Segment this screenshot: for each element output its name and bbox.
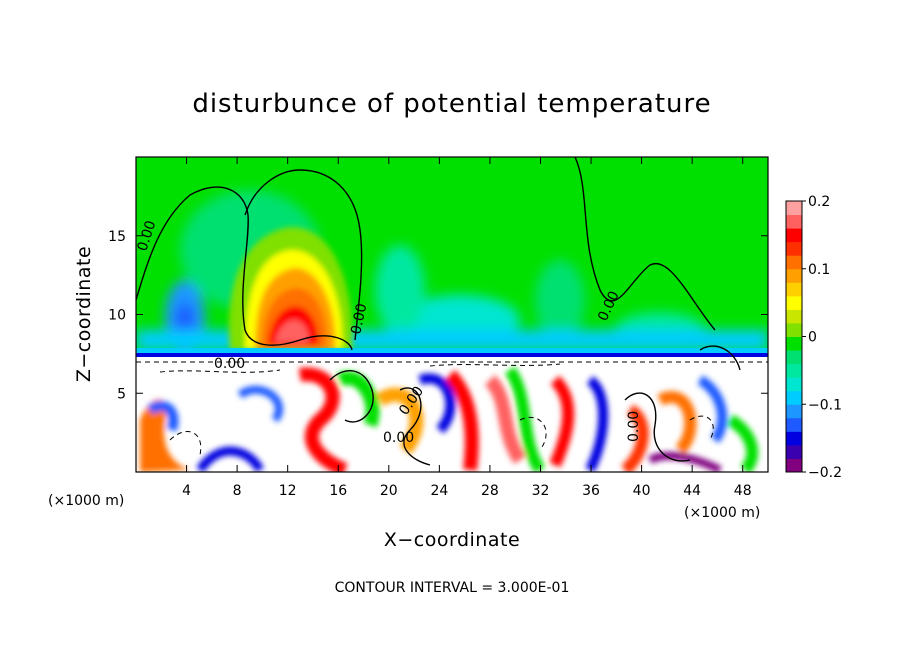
colorbar-swatch — [786, 363, 802, 378]
colorbar-swatch — [786, 404, 802, 419]
x-tick-label: 16 — [329, 483, 347, 499]
x-tick-label: 28 — [481, 483, 499, 499]
contour-label: 0.00 — [214, 356, 245, 372]
colorbar-swatch — [786, 390, 802, 405]
y-tick-label: 10 — [108, 308, 126, 324]
colorbar-swatch — [786, 336, 802, 351]
x-unit-left: (×1000 m) — [48, 493, 124, 509]
x-tick-label: 20 — [380, 483, 398, 499]
y-axis-label: Z−coordinate — [73, 246, 95, 382]
colorbar-swatch — [786, 350, 802, 365]
colorbar-swatch — [786, 201, 802, 216]
colorbar-tick-label: −0.2 — [808, 465, 842, 481]
x-tick-label: 4 — [182, 483, 191, 499]
colorbar-swatch — [786, 377, 802, 392]
contour-label: 0.00 — [383, 430, 414, 446]
colorbar-swatch — [786, 309, 802, 324]
stable-layer — [136, 348, 768, 354]
chart-title: disturbunce of potential temperature — [192, 89, 711, 119]
colorbar-swatch — [786, 282, 802, 297]
colorbar-swatch — [786, 444, 802, 459]
colorbar-swatch — [786, 322, 802, 337]
x-tick-label: 32 — [532, 483, 550, 499]
colorbar-swatch — [786, 295, 802, 310]
colorbar-swatch — [786, 417, 802, 432]
x-unit-right: (×1000 m) — [684, 505, 760, 521]
colorbar-swatch — [786, 458, 802, 473]
x-ticks: 4 8 12 16 20 24 28 32 36 40 44 48 — [182, 157, 752, 499]
y-tick-label: 5 — [117, 386, 126, 402]
x-tick-label: 8 — [233, 483, 242, 499]
y-tick-label: 15 — [108, 229, 126, 245]
x-tick-label: 36 — [582, 483, 600, 499]
colorbar-swatch — [786, 431, 802, 446]
plot-area — [136, 157, 768, 472]
colorbar-tick-label: −0.1 — [808, 397, 842, 413]
contour-label: 0.00 — [626, 411, 642, 442]
warm-anomaly — [228, 227, 353, 350]
x-axis-label: X−coordinate — [384, 529, 520, 551]
colorbar — [786, 201, 802, 473]
colorbar-tick-label: 0.2 — [808, 194, 830, 210]
x-tick-label: 24 — [430, 483, 448, 499]
colorbar-swatch — [786, 214, 802, 229]
turbulent-eddies — [140, 366, 759, 472]
colorbar-swatch — [786, 241, 802, 256]
colorbar-swatch — [786, 228, 802, 243]
contour-label: 0.00 — [348, 302, 370, 336]
x-tick-label: 48 — [734, 483, 752, 499]
negative-contours — [136, 361, 768, 456]
contour-interval-note: CONTOUR INTERVAL = 3.000E-01 — [335, 580, 570, 596]
colorbar-tick-label: 0.1 — [808, 262, 830, 278]
x-tick-label: 12 — [279, 483, 297, 499]
colorbar-swatch — [786, 268, 802, 283]
y-ticks: 5 10 15 — [108, 229, 768, 402]
x-tick-label: 44 — [683, 483, 701, 499]
contour-lines — [136, 157, 741, 466]
colorbar-swatch — [786, 255, 802, 270]
colorbar-tick-label: 0 — [808, 330, 817, 346]
x-tick-label: 40 — [633, 483, 651, 499]
colorbar-ticks: 0.2 0.1 0 −0.1 −0.2 — [802, 194, 842, 481]
